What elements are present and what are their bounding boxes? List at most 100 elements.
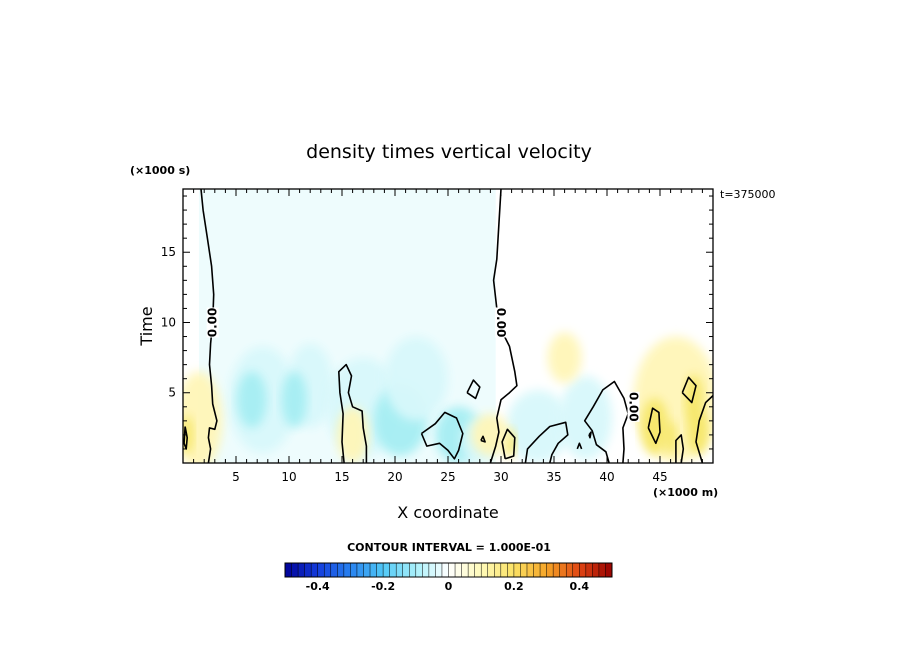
zero-contour-3 [338,363,368,463]
colorbar-cell [285,563,292,577]
zero-contours [183,189,713,463]
colorbar-tick-label: 0 [445,580,453,593]
field-patch-7 [384,336,449,421]
colorbar-cell [474,563,482,577]
contour-label: 0.00 [494,308,508,338]
x-tick-labels: 5 10 15 20 25 30 35 40 45 [232,470,667,484]
x-tick-label: 5 [232,470,240,484]
colorbar-cell [513,563,521,577]
field-patch-10 [506,389,570,463]
field-patch-13 [183,415,194,455]
field-patch-16 [640,398,669,455]
plot-area: 0.00 0.00 0.00 [182,188,714,464]
x-tick-label: 30 [493,470,508,484]
contour-label: 0.00 [627,392,641,422]
colorbar-cell [572,563,580,577]
colorbar-cell [487,563,495,577]
zero-contour-16 [588,431,592,439]
y-tick-label: 15 [161,245,176,259]
colorbar-cell [330,563,338,577]
zero-contour-1 [200,189,218,463]
colorbar-cell [448,563,456,577]
colorbar-cell [298,563,305,577]
colorbar-cell [520,563,528,577]
colorbar-tick-label: 0.2 [504,580,524,593]
zero-contour-12 [675,434,685,463]
contour-label-halo-3 [627,391,640,422]
colorbar-cell [546,563,554,577]
x-tick-label: 45 [652,470,667,484]
colorbar-cell [500,563,508,577]
x-tick-label: 10 [281,470,296,484]
colorbar-cell [383,563,390,577]
colorbar-cell [304,563,312,577]
colorbar-cell [533,563,541,577]
colorbar-tick-label: -0.4 [306,580,330,593]
contour-label-halo-1 [206,307,219,338]
axis-ticks [183,189,713,463]
colorbar-cell [370,563,377,577]
x-axis-label: X coordinate [397,503,498,522]
colorbar-cell [291,563,299,577]
colorbar-cell [481,563,489,577]
y-tick-labels: 5 10 15 [161,245,176,400]
colorbar-cell [409,563,417,577]
x-tick-label: 20 [387,470,402,484]
contour-label: 0.00 [206,308,220,338]
colorbar-cell [343,563,351,577]
colorbar-cell [494,563,502,577]
colorbar-cell [402,563,410,577]
colorbar-cell [428,563,436,577]
zero-contour-6 [501,428,516,460]
contour-label-halo-2 [495,307,507,338]
colorbar-cell [376,563,384,577]
colorbar-cell [566,563,574,577]
colorbar-cell [311,563,318,577]
chart-title: density times vertical velocity [306,141,592,163]
x-tick-label: 15 [334,470,349,484]
colorbar-cell [468,563,475,577]
field-patch-14 [547,332,582,383]
colorbar-cell [363,563,371,577]
colorbar-title: CONTOUR INTERVAL = 1.000E-01 [347,541,551,554]
colorbar-cell [441,563,449,577]
colorbar-cell [422,563,430,577]
colorbar-cell [559,563,567,577]
colorbar-cell [317,563,325,577]
colorbar-cell [540,563,547,577]
zero-contour-11 [695,395,713,463]
annotation-text: t=375000 [720,188,776,201]
field-patch-4 [281,371,308,428]
zero-contour-15 [480,435,486,443]
y-tick-label: 10 [161,315,176,329]
colorbar-cell [507,563,515,577]
colorbar-cell [337,563,345,577]
colorbar-cell [585,563,593,577]
colorbar-cell [356,563,364,577]
colorbar-cell [415,563,423,577]
y-unit-label: (×1000 s) [130,164,190,177]
colorbar-cell [350,563,358,577]
colorbar-cell [598,563,606,577]
colorbar-cell [592,563,600,577]
zero-contour-13 [576,442,583,450]
colorbar-cell [579,563,587,577]
colorbar-cell [396,563,404,577]
zero-contour-5 [466,379,481,400]
zero-contour-8 [583,380,629,463]
y-axis-label: Time [137,306,156,346]
colorbar-tick-label: 0.4 [570,580,590,593]
colorbar-tick-labels: -0.4 -0.2 0 0.2 0.4 [306,580,590,593]
colorbar-cell [324,563,332,577]
y-tick-label: 5 [168,386,176,400]
field-patch-22 [336,406,369,463]
colorbar-frame [284,562,613,578]
colorbar [284,562,613,578]
colorbar-cell [461,563,469,577]
colorbar-cell [389,563,397,577]
x-tick-label: 35 [546,470,561,484]
colorbar-cell [435,563,443,577]
field-patch-2 [237,371,267,428]
x-tick-label: 25 [440,470,455,484]
